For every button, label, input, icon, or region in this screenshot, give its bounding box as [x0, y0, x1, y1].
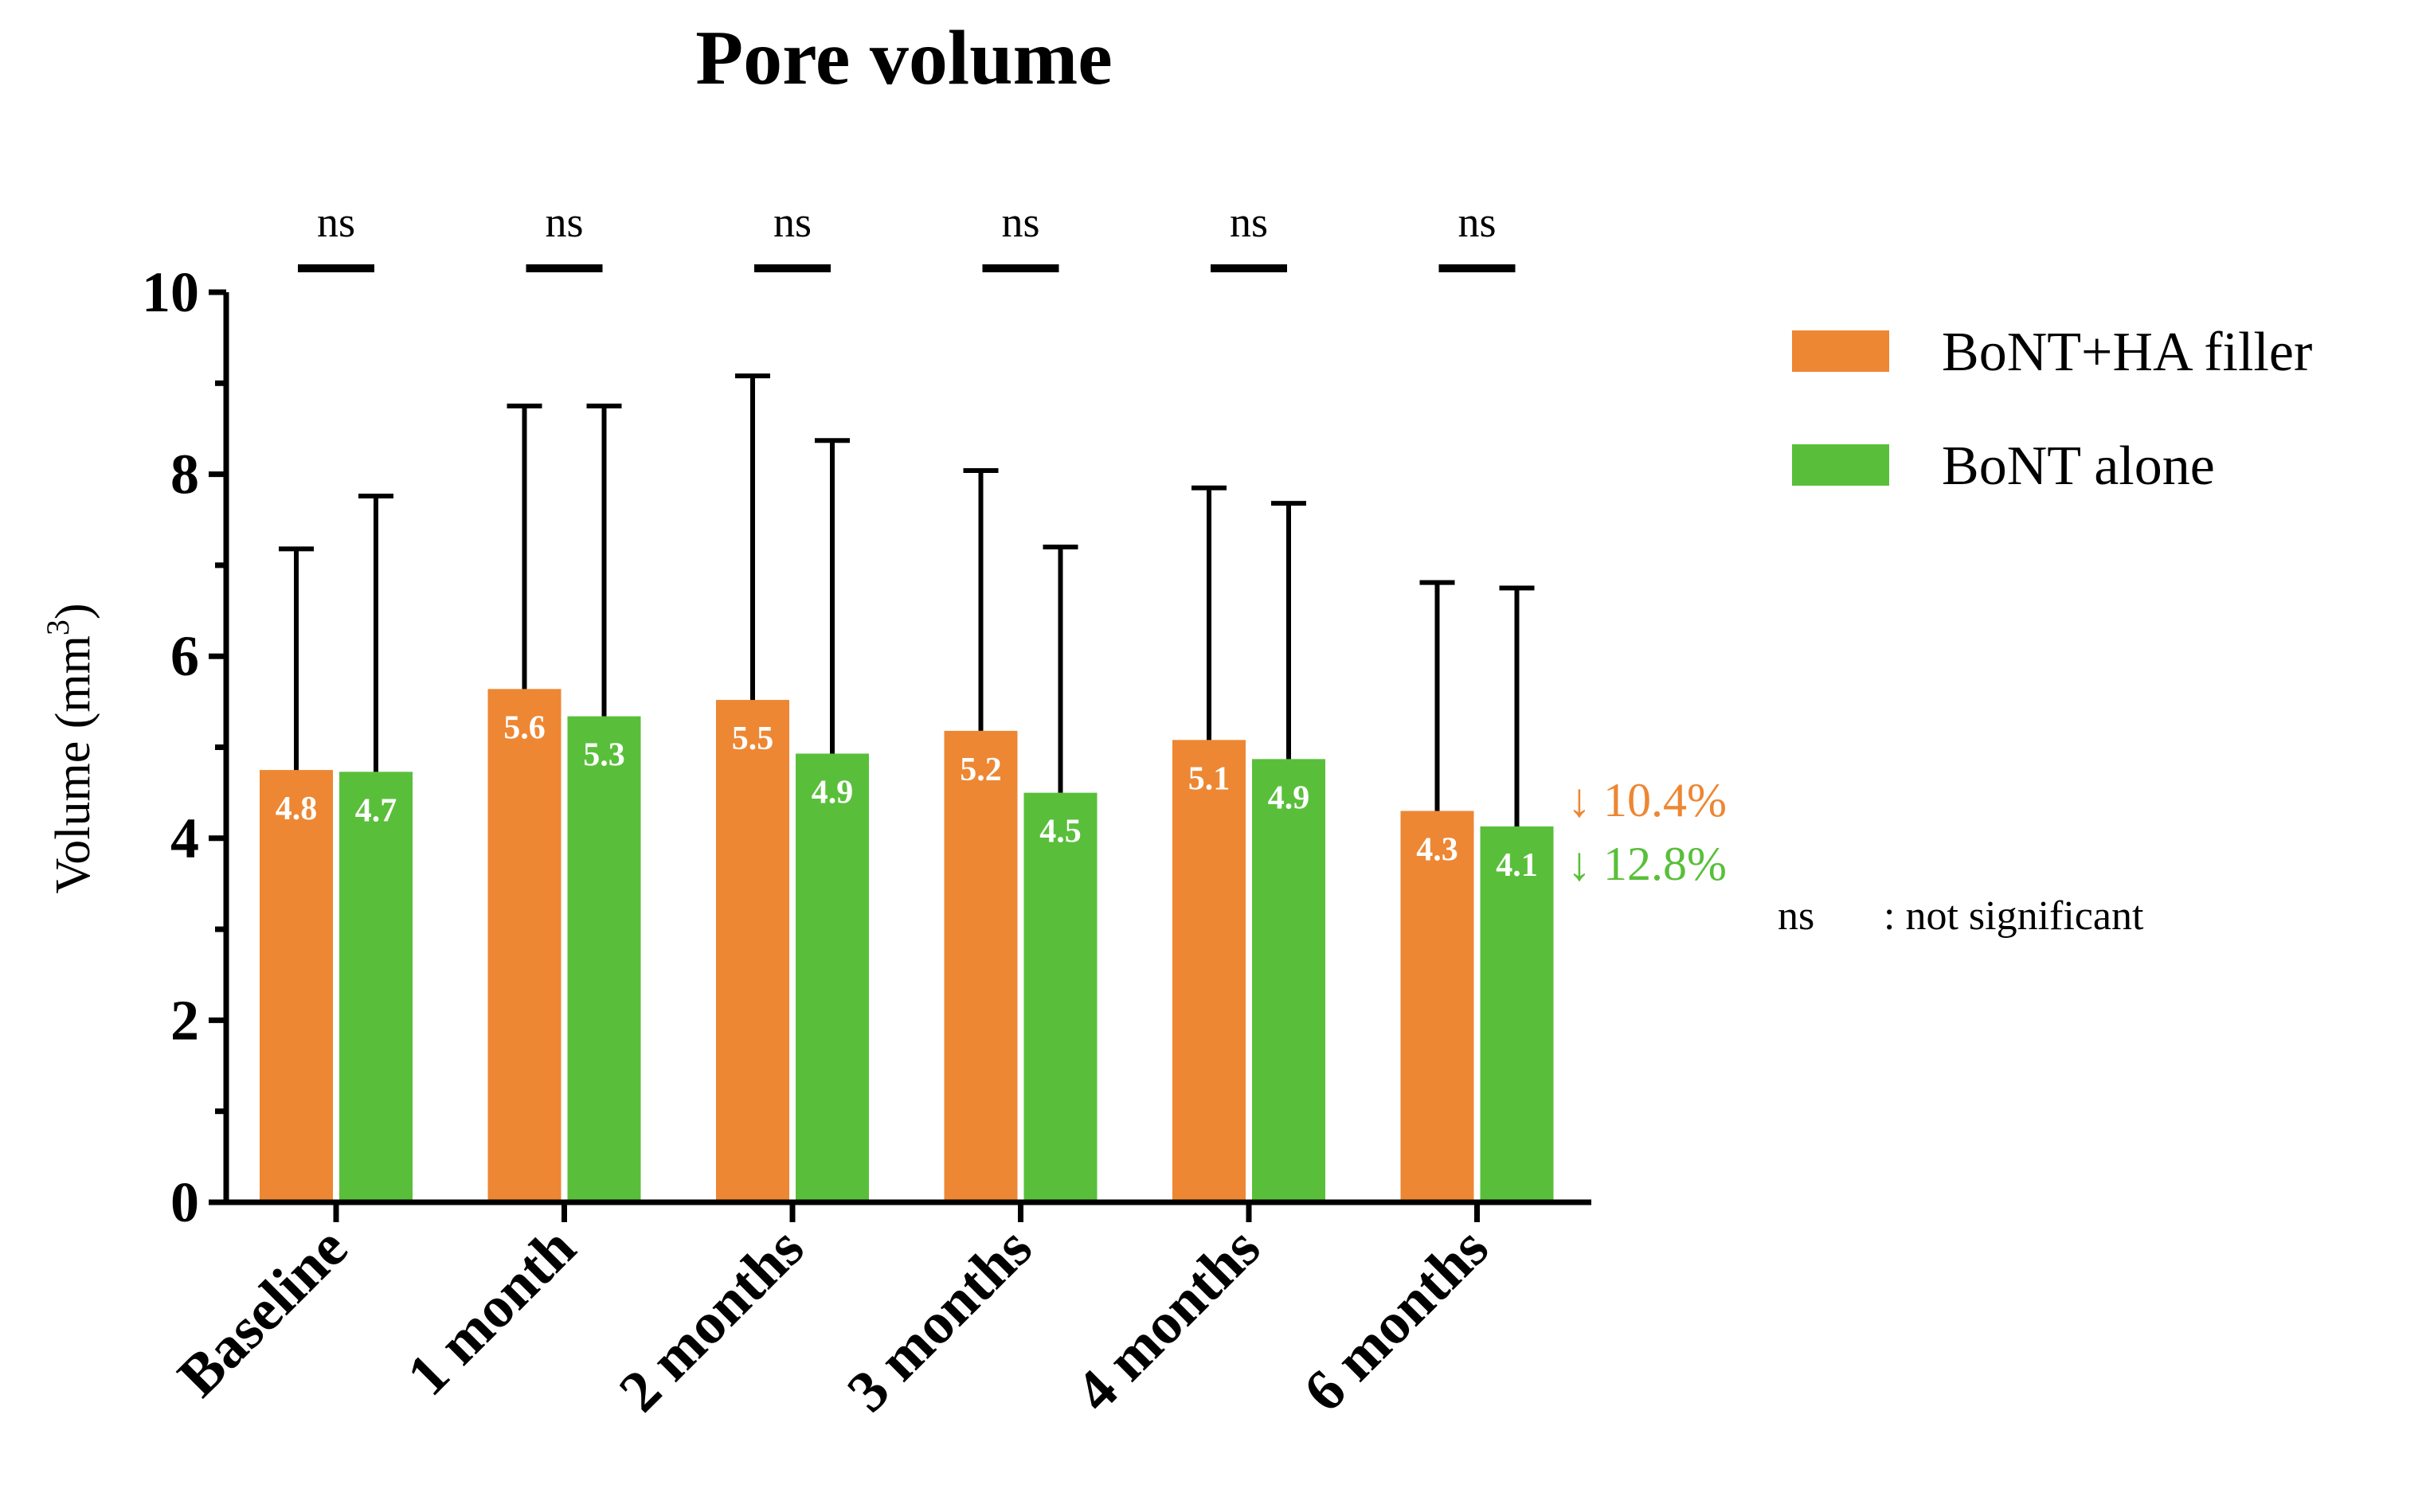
data-label: 5.5	[732, 721, 774, 757]
legend-label-hafiller: BoNT+HA filler	[1942, 322, 2312, 383]
x-tick-label: 2 months	[607, 1215, 816, 1424]
bar-alone	[567, 716, 641, 1202]
y-tick-label: 6	[170, 624, 199, 688]
x-tick-label: 3 months	[835, 1215, 1045, 1424]
y-axis-label: Volume (mm3)	[40, 603, 100, 893]
significance-label: ns	[545, 198, 583, 246]
bar-alone	[339, 772, 413, 1202]
data-label: 5.1	[1188, 760, 1231, 797]
x-tick-label: 4 months	[1063, 1215, 1273, 1424]
bar-hafiller	[716, 700, 789, 1202]
legend-label-alone: BoNT alone	[1942, 436, 2215, 497]
footnote-desc: : not significant	[1884, 893, 2144, 939]
y-tick-label: 0	[170, 1170, 199, 1234]
footnote-abbr: ns	[1778, 893, 1814, 939]
x-tick-label: 1 month	[395, 1215, 589, 1408]
bar-hafiller	[487, 689, 562, 1202]
data-label: 5.2	[960, 752, 1002, 788]
significance-label: ns	[773, 198, 812, 246]
y-tick-label: 8	[170, 443, 199, 506]
data-label: 4.5	[1039, 814, 1082, 850]
y-tick-label: 4	[170, 807, 199, 870]
bar-alone	[1480, 826, 1554, 1202]
bar-hafiller	[1172, 740, 1246, 1202]
significance-label: ns	[317, 198, 355, 246]
annotation-alone-change: ↓ 12.8%	[1567, 838, 1727, 890]
data-label: 4.3	[1416, 832, 1458, 869]
annotation-hafiller-change: ↓ 10.4%	[1567, 774, 1727, 826]
data-label: 5.3	[583, 737, 625, 774]
legend-swatch-hafiller	[1792, 330, 1889, 372]
data-label: 5.6	[503, 709, 546, 746]
data-label: 4.9	[1268, 779, 1310, 816]
y-tick-label: 10	[142, 260, 199, 324]
legend-swatch-alone	[1792, 444, 1889, 486]
bar-hafiller	[260, 770, 333, 1202]
chart-title: Pore volume	[695, 15, 1112, 101]
data-label: 4.1	[1496, 847, 1538, 884]
significance-label: ns	[1001, 198, 1039, 246]
x-tick-label: Baseline	[166, 1215, 360, 1409]
bar-alone	[796, 753, 869, 1202]
significance-label: ns	[1458, 198, 1496, 246]
data-label: 4.7	[355, 792, 397, 829]
x-tick-label: 6 months	[1292, 1215, 1501, 1424]
bar-hafiller	[1400, 811, 1474, 1202]
bar-alone	[1252, 759, 1325, 1202]
data-label: 4.9	[812, 775, 854, 811]
bar-hafiller	[944, 730, 1018, 1202]
y-tick-label: 2	[170, 988, 199, 1052]
bar-alone	[1023, 792, 1098, 1202]
data-label: 4.8	[276, 791, 318, 827]
significance-label: ns	[1230, 198, 1268, 246]
legend: BoNT+HA filler BoNT alone	[1792, 322, 2312, 497]
